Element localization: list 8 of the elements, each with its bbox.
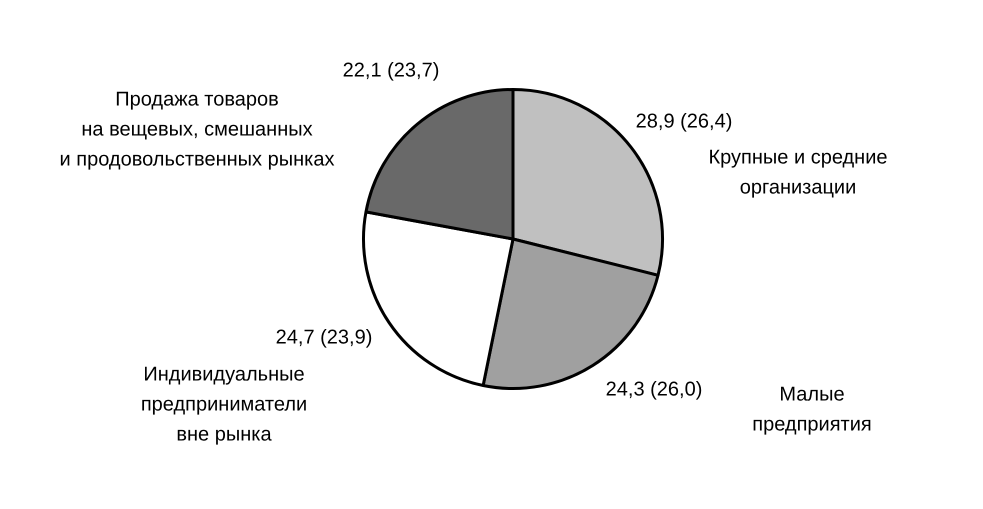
- data-label: 24,7 (23,9): [276, 326, 372, 349]
- data-label: 24,3 (26,0): [606, 378, 702, 401]
- slice-label: Продажа товаров на вещевых, смешанных и продовольственных рынках: [60, 88, 334, 171]
- data-label: 22,1 (23,7): [342, 60, 440, 82]
- data-label: 28,9 (26,4): [636, 110, 732, 133]
- slice-label: Индивидуальные предприниматели вне рынка: [140, 364, 308, 446]
- slice-label: Крупные и средние организации: [708, 146, 888, 199]
- slice-label: Малые предприятия: [752, 384, 872, 436]
